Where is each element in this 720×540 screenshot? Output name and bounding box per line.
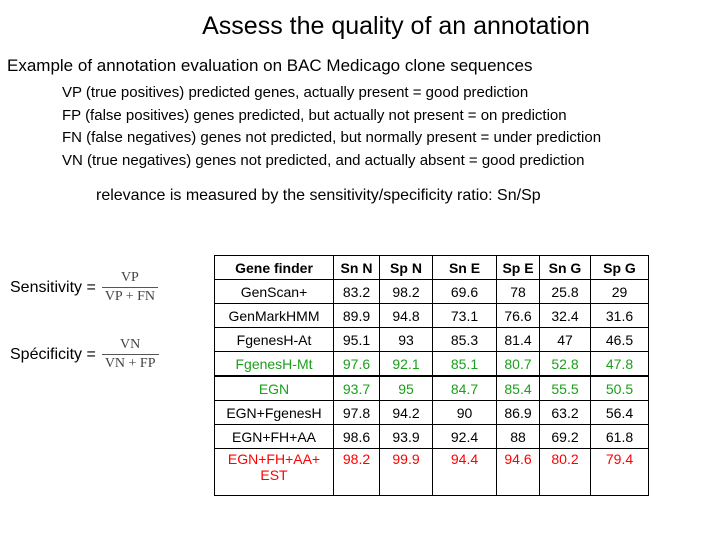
sensitivity-formula: Sensitivity = VP VP + FN: [10, 270, 158, 305]
gene-finder-cell: EGN+FgenesH: [214, 400, 334, 425]
table-row: EGN 93.7 95 84.7 85.4 55.5 50.5: [214, 375, 649, 401]
specificity-fraction: VN VN + FP: [101, 337, 159, 372]
value-cell: 85.3: [432, 327, 497, 352]
value-cell: 86.9: [496, 400, 540, 425]
value-cell: 29: [590, 279, 649, 304]
value-cell: 50.5: [590, 375, 649, 401]
value-cell: 98.2: [333, 448, 380, 496]
column-header: Sn N: [333, 255, 380, 280]
definition-list: VP (true positives) predicted genes, act…: [62, 82, 601, 172]
value-cell: 69.2: [539, 424, 591, 449]
value-cell: 85.4: [496, 375, 540, 401]
value-cell: 97.8: [333, 400, 380, 425]
value-cell: 80.7: [496, 351, 540, 377]
value-cell: 84.7: [432, 375, 497, 401]
value-cell: 99.9: [379, 448, 433, 496]
value-cell: 46.5: [590, 327, 649, 352]
table-row: FgenesH-At 95.1 93 85.3 81.4 47 46.5: [214, 327, 649, 352]
value-cell: 94.6: [496, 448, 540, 496]
definition-vn: VN (true negatives) genes not predicted,…: [62, 151, 585, 169]
table-row: GenScan+ 83.2 98.2 69.6 78 25.8 29: [214, 279, 649, 304]
value-cell: 93.7: [333, 375, 380, 401]
value-cell: 76.6: [496, 303, 540, 328]
value-cell: 97.6: [333, 351, 380, 377]
value-cell: 32.4: [539, 303, 591, 328]
sensitivity-fraction: VP VP + FN: [101, 270, 158, 305]
sensitivity-numerator: VP: [120, 270, 139, 285]
results-table: Gene finder Sn N Sp N Sn E Sp E Sn G Sp G GenS…: [214, 255, 649, 496]
column-header: Sp G: [590, 255, 649, 280]
column-header: Sp E: [496, 255, 540, 280]
sensitivity-label: Sensitivity =: [10, 278, 96, 296]
value-cell: 69.6: [432, 279, 497, 304]
gene-finder-cell: GenMarkHMM: [214, 303, 334, 328]
value-cell: 79.4: [590, 448, 649, 496]
value-cell: 63.2: [539, 400, 591, 425]
value-cell: 47: [539, 327, 591, 352]
value-cell: 95: [379, 375, 433, 401]
value-cell: 47.8: [590, 351, 649, 377]
value-cell: 31.6: [590, 303, 649, 328]
value-cell: 94.2: [379, 400, 433, 425]
value-cell: 92.1: [379, 351, 433, 377]
value-cell: 73.1: [432, 303, 497, 328]
value-cell: 93.9: [379, 424, 433, 449]
table-row: EGN+FH+AA+ EST 98.2 99.9 94.4 94.6 80.2 79.4: [214, 448, 649, 496]
value-cell: 25.8: [539, 279, 591, 304]
value-cell: 89.9: [333, 303, 380, 328]
gene-finder-cell: EGN+FH+AA+ EST: [214, 448, 334, 496]
table-row: GenMarkHMM 89.9 94.8 73.1 76.6 32.4 31.6: [214, 303, 649, 328]
specificity-denominator: VN + FP: [104, 356, 156, 371]
gene-finder-cell: EGN: [214, 375, 334, 401]
value-cell: 94.4: [432, 448, 497, 496]
value-cell: 95.1: [333, 327, 380, 352]
value-cell: 55.5: [539, 375, 591, 401]
column-header: Gene finder: [214, 255, 334, 280]
value-cell: 98.6: [333, 424, 380, 449]
value-cell: 88: [496, 424, 540, 449]
value-cell: 85.1: [432, 351, 497, 377]
value-cell: 78: [496, 279, 540, 304]
value-cell: 81.4: [496, 327, 540, 352]
table-row: EGN+FH+AA 98.6 93.9 92.4 88 69.2 61.8: [214, 424, 649, 449]
table-header-row: Gene finder Sn N Sp N Sn E Sp E Sn G Sp G: [214, 255, 649, 280]
value-cell: 92.4: [432, 424, 497, 449]
table-row: FgenesH-Mt 97.6 92.1 85.1 80.7 52.8 47.8: [214, 351, 649, 377]
table-row: EGN+FgenesH 97.8 94.2 90 86.9 63.2 56.4: [214, 400, 649, 425]
gene-finder-cell: FgenesH-At: [214, 327, 334, 352]
specificity-label: Spécificity =: [10, 345, 96, 363]
definition-fn: FN (false negatives) genes not predicted…: [62, 129, 602, 146]
fraction-bar: [101, 354, 159, 355]
gene-finder-cell: FgenesH-Mt: [214, 351, 334, 377]
column-header: Sn E: [432, 255, 497, 280]
value-cell: 52.8: [539, 351, 591, 377]
specificity-numerator: VN: [120, 337, 141, 352]
value-cell: 90: [432, 400, 497, 425]
specificity-formula: Spécificity = VN VN + FP: [10, 337, 159, 372]
value-cell: 83.2: [333, 279, 380, 304]
page-title: Assess the quality of an annotation: [202, 12, 590, 40]
value-cell: 56.4: [590, 400, 649, 425]
gene-finder-cell: EGN+FH+AA: [214, 424, 334, 449]
value-cell: 93: [379, 327, 433, 352]
value-cell: 80.2: [539, 448, 591, 496]
value-cell: 94.8: [379, 303, 433, 328]
relevance-statement: relevance is measured by the sensitivity…: [96, 187, 541, 204]
table-body: GenScan+ 83.2 98.2 69.6 78 25.8 29 GenMarkHMM 89…: [214, 279, 649, 496]
definition-vp: VP (true positives) predicted genes, act…: [62, 84, 529, 101]
value-cell: 98.2: [379, 279, 433, 304]
sensitivity-denominator: VP + FN: [104, 289, 155, 304]
definition-fp: FP (false positives) genes predicted, bu…: [62, 106, 567, 124]
column-header: Sn G: [539, 255, 591, 280]
gene-finder-cell: GenScan+: [214, 279, 334, 304]
subtitle: Example of annotation evaluation on BAC …: [7, 56, 533, 75]
fraction-bar: [101, 287, 158, 288]
column-header: Sp N: [379, 255, 433, 280]
value-cell: 61.8: [590, 424, 649, 449]
